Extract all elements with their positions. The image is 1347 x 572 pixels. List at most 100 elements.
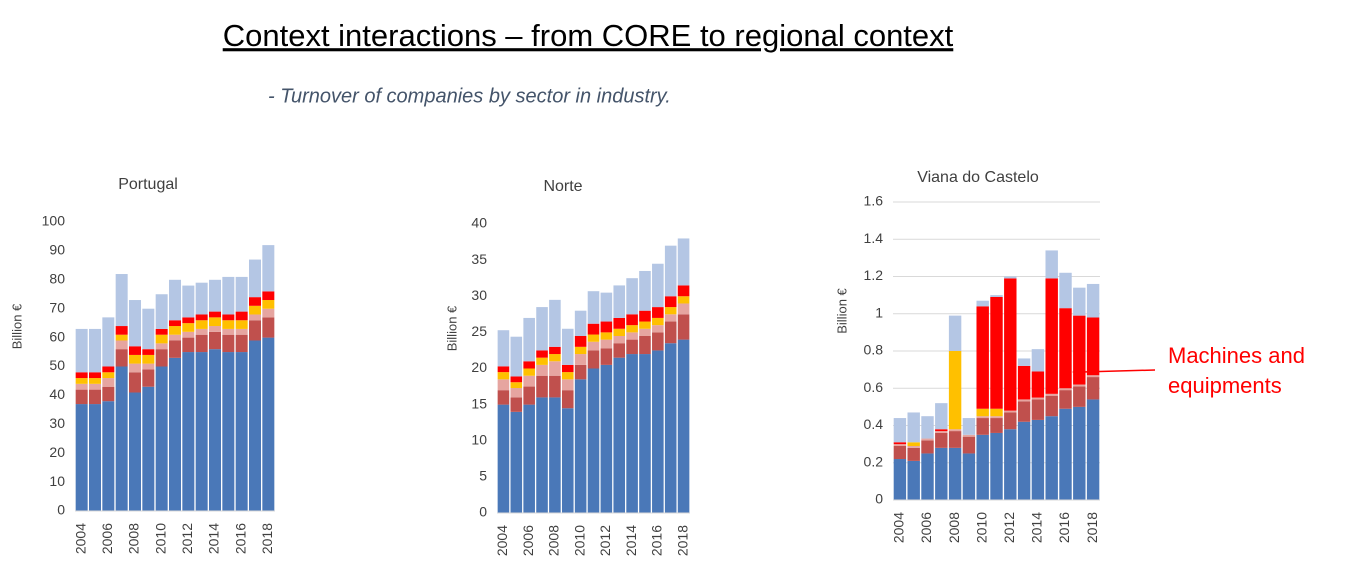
bar-segment	[613, 328, 626, 336]
bar-segment	[893, 442, 907, 445]
bar-segment	[549, 375, 561, 398]
bar-segment	[115, 326, 128, 335]
x-tick-label: 2010	[571, 525, 587, 556]
bar-segment	[142, 386, 155, 511]
bar-segment	[587, 334, 600, 342]
bar-segment	[549, 354, 561, 362]
bar-segment	[626, 278, 638, 315]
bar-segment	[209, 311, 221, 318]
bar-segment	[182, 337, 195, 353]
bar-segment	[497, 330, 510, 367]
x-tick-label: 2006	[918, 512, 934, 543]
bar-segment	[664, 245, 677, 297]
bar-segment	[249, 305, 261, 315]
bar-segment	[235, 334, 248, 353]
bar-segment	[990, 432, 1003, 500]
bar-segment	[1086, 317, 1100, 376]
y-tick-label: 0	[875, 491, 883, 507]
bar-segment	[222, 314, 235, 321]
bar-segment	[510, 382, 523, 389]
bar-segment	[907, 445, 920, 448]
bar-segment	[600, 292, 613, 322]
y-tick-label: 50	[49, 357, 65, 373]
bar-segment	[549, 299, 561, 347]
y-tick-label: 30	[49, 415, 65, 431]
bar-segment	[664, 307, 677, 315]
bar-segment	[626, 332, 638, 340]
bar-segment	[129, 392, 141, 511]
bar-segment	[1045, 395, 1058, 417]
bar-segment	[1059, 408, 1072, 500]
bar-segment	[169, 340, 181, 358]
y-axis-label: Billion €	[834, 287, 849, 333]
bar-segment	[664, 314, 677, 322]
bar-segment	[948, 447, 962, 500]
bar-segment	[102, 386, 115, 402]
bar-segment	[129, 346, 141, 355]
bar-segment	[976, 434, 989, 500]
bar-segment	[1059, 272, 1072, 309]
y-tick-label: 20	[471, 359, 487, 375]
bar-segment	[921, 453, 934, 500]
bar-segment	[574, 354, 587, 365]
bar-segment	[155, 366, 168, 511]
bar-segment	[89, 328, 101, 373]
bar-segment	[976, 408, 989, 417]
bar-segment	[182, 331, 195, 338]
y-tick-label: 35	[471, 251, 487, 267]
bar-segment	[1073, 287, 1086, 316]
bar-segment	[536, 375, 548, 398]
y-tick-label: 5	[479, 468, 487, 484]
y-tick-label: 0	[479, 504, 487, 520]
bar-segment	[549, 346, 561, 355]
bar-segment	[1059, 390, 1072, 409]
bar-segment	[262, 245, 275, 292]
bar-segment	[921, 416, 934, 439]
bar-segment	[587, 291, 600, 324]
bar-segment	[639, 328, 651, 336]
y-axis-label: Billion €	[444, 305, 459, 351]
y-tick-label: 60	[49, 328, 65, 344]
x-tick-label: 2014	[206, 523, 222, 554]
bar-segment	[639, 354, 651, 513]
bar-segment	[613, 343, 626, 358]
bar-segment	[195, 328, 208, 335]
bar-segment	[235, 328, 248, 335]
bar-segment	[561, 364, 574, 373]
bar-segment	[510, 388, 523, 398]
bar-segment	[962, 453, 976, 500]
bar-segment	[129, 372, 141, 393]
bar-segment	[536, 364, 548, 376]
bar-segment	[169, 279, 181, 321]
y-tick-label: 0.8	[864, 342, 884, 358]
bar-segment	[1045, 278, 1058, 394]
y-tick-label: 25	[471, 323, 487, 339]
y-tick-label: 1	[875, 304, 883, 320]
bar-segment	[893, 445, 907, 460]
bar-segment	[262, 317, 275, 338]
bar-segment	[169, 326, 181, 335]
slide-title: Context interactions – from CORE to regi…	[223, 18, 954, 53]
bar-segment	[1004, 429, 1017, 500]
bar-segment	[142, 369, 155, 387]
bar-segment	[935, 432, 948, 448]
bar-segment	[1004, 278, 1017, 411]
y-tick-label: 30	[471, 287, 487, 303]
bar-segment	[262, 337, 275, 511]
bar-segment	[613, 285, 626, 318]
y-tick-label: 10	[471, 431, 487, 447]
bar-segment	[235, 276, 248, 312]
y-tick-label: 40	[49, 386, 65, 402]
bar-segment	[652, 325, 664, 333]
x-tick-label: 2018	[259, 523, 275, 554]
y-tick-label: 0	[57, 502, 65, 518]
bar-segment	[561, 390, 574, 409]
x-tick-label: 2006	[520, 525, 536, 556]
bar-segment	[1059, 388, 1072, 391]
y-tick-label: 0.4	[864, 416, 884, 432]
bar-segment	[677, 238, 690, 286]
bar-segment	[587, 341, 600, 351]
bar-segment	[907, 460, 920, 500]
x-tick-label: 2014	[1029, 512, 1045, 543]
bar-segment	[523, 386, 535, 405]
